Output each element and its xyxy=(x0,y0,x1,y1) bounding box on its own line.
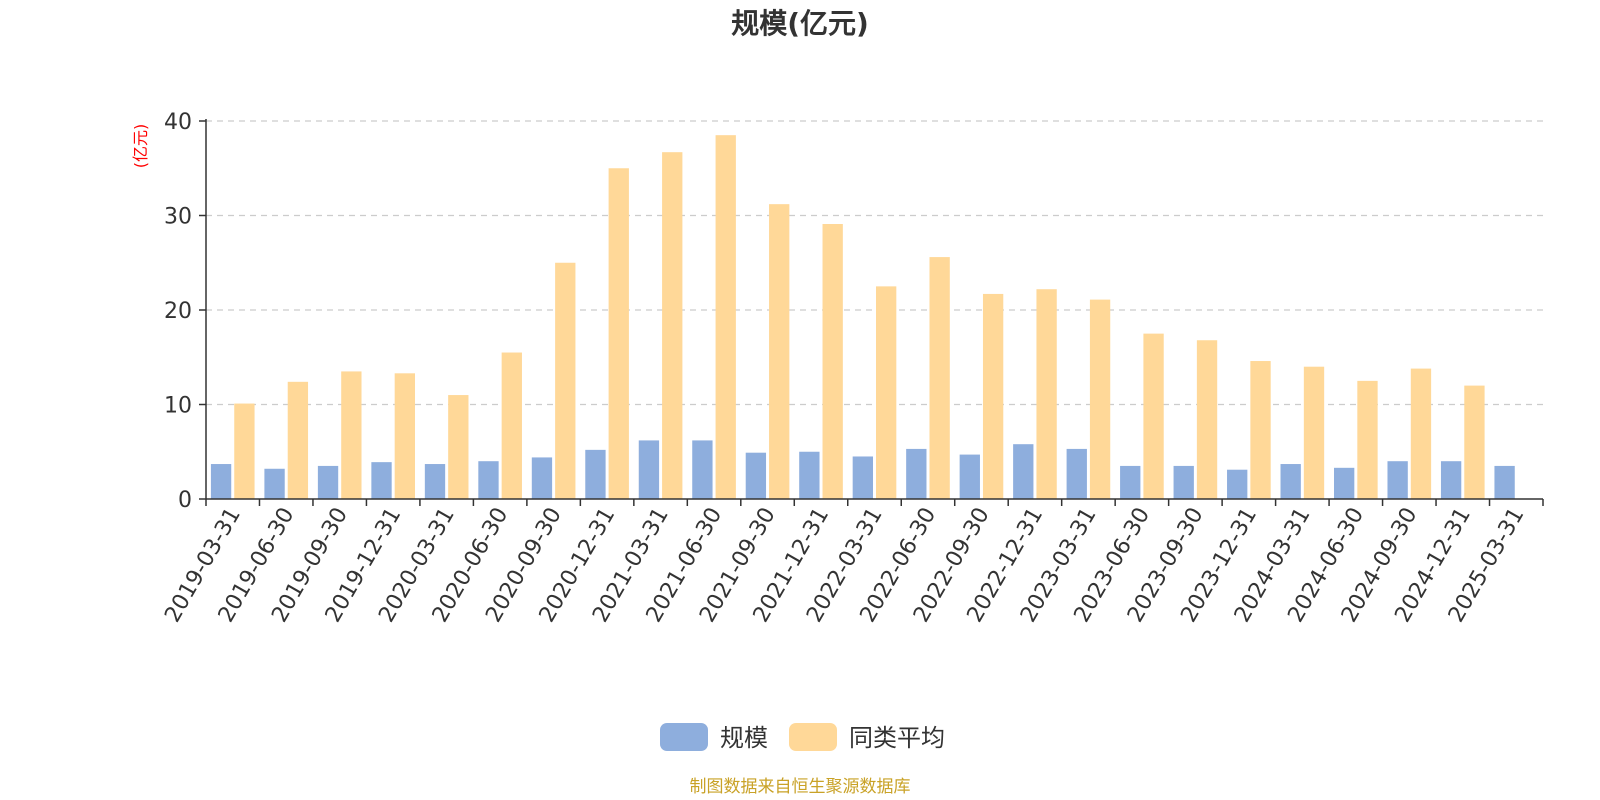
bar-scale xyxy=(531,457,553,499)
bar-peer-average xyxy=(501,352,522,499)
axes: 0102030402019-03-312019-06-302019-09-302… xyxy=(160,110,1544,627)
y-tick-label: 20 xyxy=(164,299,192,324)
bar-scale xyxy=(1440,461,1462,499)
bar-scale xyxy=(692,440,713,499)
bar-scale xyxy=(1494,465,1515,499)
legend-label: 规模 xyxy=(720,724,768,752)
bar-peer-average xyxy=(1464,385,1485,499)
legend-item-scale[interactable]: 规模 xyxy=(660,723,768,752)
y-tick-label: 40 xyxy=(164,110,192,135)
legend-swatch xyxy=(789,723,837,751)
bar-scale xyxy=(317,465,339,499)
legend-item-peer-average[interactable]: 同类平均 xyxy=(789,723,945,752)
bar-peer-average xyxy=(234,403,255,499)
bar-peer-average xyxy=(287,381,309,499)
bar-scale xyxy=(638,440,660,499)
source-note: 制图数据来自恒生聚源数据库 xyxy=(690,777,911,797)
bar-peer-average xyxy=(1357,380,1378,499)
bar-peer-average xyxy=(341,371,362,499)
bar-scale xyxy=(1280,464,1301,499)
bar-scale xyxy=(1066,448,1087,499)
bar-scale xyxy=(478,461,499,499)
bars xyxy=(210,135,1515,500)
bar-scale xyxy=(1227,469,1248,499)
bar-scale xyxy=(745,452,767,499)
bar-scale xyxy=(264,468,285,499)
y-axis-label: (亿元) xyxy=(131,124,150,169)
bar-peer-average xyxy=(1143,333,1164,499)
chart-title: 规模(亿元) xyxy=(731,7,869,40)
bar-peer-average xyxy=(1196,340,1218,499)
bar-scale xyxy=(371,462,392,499)
bar-peer-average xyxy=(448,395,469,499)
legend[interactable]: 规模 同类平均 xyxy=(660,723,945,752)
bar-peer-average xyxy=(876,286,897,499)
y-tick-label: 30 xyxy=(164,205,192,230)
bar-scale xyxy=(799,451,820,499)
gridlines xyxy=(206,120,1543,406)
bar-peer-average xyxy=(715,135,736,500)
bar-peer-average xyxy=(555,262,576,499)
bar-scale xyxy=(1120,465,1141,499)
bar-peer-average xyxy=(1250,361,1271,499)
bar-scale xyxy=(906,448,927,499)
bar-scale xyxy=(585,449,606,499)
bar-scale xyxy=(959,454,980,499)
bar-scale xyxy=(1387,461,1408,499)
bar-peer-average xyxy=(1303,366,1325,499)
bar-scale xyxy=(1333,467,1355,499)
bar-peer-average xyxy=(394,373,416,499)
bar-peer-average xyxy=(1410,368,1432,499)
bar-peer-average xyxy=(929,257,950,499)
y-tick-label: 0 xyxy=(178,488,192,513)
bar-peer-average xyxy=(1036,289,1057,499)
bar-peer-average xyxy=(608,168,629,499)
bar-peer-average xyxy=(982,293,1004,499)
legend-label: 同类平均 xyxy=(849,724,945,752)
bar-scale xyxy=(210,464,232,499)
bar-scale xyxy=(1013,444,1034,499)
y-tick-label: 10 xyxy=(164,394,192,419)
bar-peer-average xyxy=(662,152,683,499)
bar-scale xyxy=(1173,465,1194,499)
bar-scale xyxy=(424,464,446,499)
legend-swatch xyxy=(660,723,708,751)
bar-scale xyxy=(852,456,873,499)
bar-peer-average xyxy=(822,224,843,499)
bar-peer-average xyxy=(1089,299,1111,499)
bar-peer-average xyxy=(769,204,790,499)
